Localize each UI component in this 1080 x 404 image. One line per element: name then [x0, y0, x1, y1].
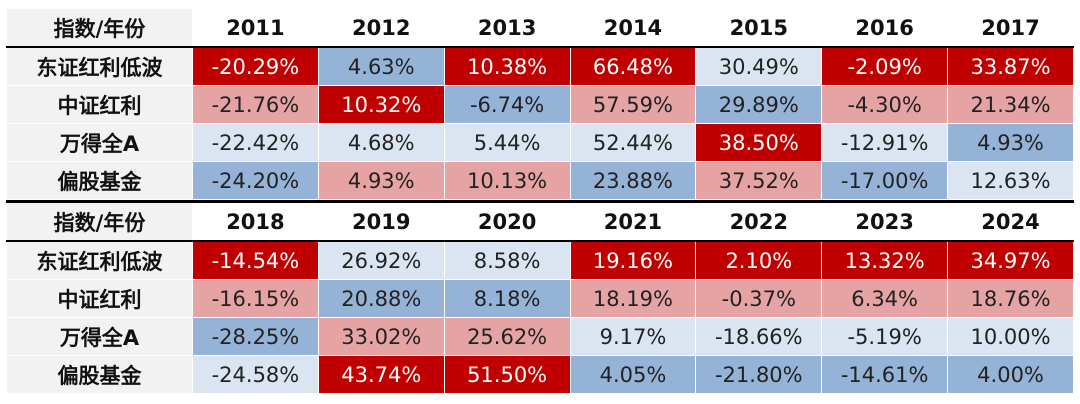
data-table: 指数/年份 2018 2019 2020 2021 2022 2023 2024 东证红利低波 -…: [6, 200, 1074, 394]
value-cell: 4.93%: [317, 161, 445, 200]
year-header: 2014: [569, 8, 697, 48]
value-cell: 4.93%: [947, 123, 1074, 162]
year-header: 2019: [317, 201, 445, 242]
value-cell: -12.91%: [821, 123, 949, 162]
data-row: 中证红利 -21.76% 10.32% -6.74% 57.59% 29.89% -4.30…: [6, 85, 1074, 124]
index-label: 万得全A: [6, 123, 193, 162]
value-cell: 33.87%: [947, 46, 1074, 86]
value-cell: 34.97%: [947, 240, 1074, 280]
index-label: 中证红利: [6, 85, 193, 124]
index-label: 中证红利: [6, 279, 193, 318]
data-row: 中证红利 -16.15% 20.88% 8.18% 18.19% -0.37% 6.34% 1…: [6, 279, 1074, 318]
year-header: 2012: [317, 8, 445, 48]
data-row: 万得全A -28.25% 33.02% 25.62% 9.17% -18.66% -5.19…: [6, 317, 1074, 356]
index-label: 偏股基金: [6, 161, 193, 200]
value-cell: 38.50%: [695, 123, 823, 162]
value-cell: 4.00%: [947, 355, 1074, 394]
value-cell: -14.61%: [821, 355, 949, 394]
value-cell: -14.54%: [192, 240, 319, 280]
value-cell: 6.34%: [821, 279, 949, 318]
header-row: 指数/年份 2018 2019 2020 2021 2022 2023 2024: [6, 201, 1074, 242]
value-cell: 4.63%: [317, 46, 445, 86]
value-cell: -18.66%: [695, 317, 823, 356]
value-cell: 12.63%: [947, 161, 1074, 200]
value-cell: 13.32%: [821, 240, 949, 280]
value-cell: 4.05%: [569, 355, 697, 394]
value-cell: -4.30%: [821, 85, 949, 124]
data-row: 万得全A -22.42% 4.68% 5.44% 52.44% 38.50% -12.91%…: [6, 123, 1074, 162]
data-table: 指数/年份 2011 2012 2013 2014 2015 2016 2017 东证红利低波 -…: [6, 8, 1074, 200]
value-cell: 23.88%: [569, 161, 697, 200]
year-header: 2022: [695, 201, 823, 242]
value-cell: 25.62%: [443, 317, 571, 356]
value-cell: 43.74%: [317, 355, 445, 394]
value-cell: 10.38%: [443, 46, 571, 86]
value-cell: 57.59%: [569, 85, 697, 124]
value-cell: 52.44%: [569, 123, 697, 162]
value-cell: 37.52%: [695, 161, 823, 200]
value-cell: -5.19%: [821, 317, 949, 356]
index-label: 偏股基金: [6, 355, 193, 394]
value-cell: 33.02%: [317, 317, 445, 356]
year-header: 2021: [569, 201, 697, 242]
value-cell: 10.13%: [443, 161, 571, 200]
corner-header: 指数/年份: [6, 8, 193, 48]
value-cell: 19.16%: [569, 240, 697, 280]
value-cell: -21.80%: [695, 355, 823, 394]
year-header: 2018: [192, 201, 319, 242]
index-label: 东证红利低波: [6, 240, 193, 280]
year-header: 2013: [443, 8, 571, 48]
value-cell: -28.25%: [192, 317, 319, 356]
value-cell: 51.50%: [443, 355, 571, 394]
data-row: 东证红利低波 -14.54% 26.92% 8.58% 19.16% 2.10% 13.32…: [6, 240, 1074, 280]
value-cell: -6.74%: [443, 85, 571, 124]
value-cell: 29.89%: [695, 85, 823, 124]
year-header: 2015: [695, 8, 823, 48]
value-cell: -24.20%: [192, 161, 319, 200]
value-cell: 18.76%: [947, 279, 1074, 318]
value-cell: 8.58%: [443, 240, 571, 280]
value-cell: 4.68%: [317, 123, 445, 162]
data-row: 东证红利低波 -20.29% 4.63% 10.38% 66.48% 30.49% -2.0…: [6, 46, 1074, 86]
value-cell: 30.49%: [695, 46, 823, 86]
value-cell: -20.29%: [192, 46, 319, 86]
value-cell: -21.76%: [192, 85, 319, 124]
value-cell: 5.44%: [443, 123, 571, 162]
value-cell: -24.58%: [192, 355, 319, 394]
index-label: 万得全A: [6, 317, 193, 356]
value-cell: 10.00%: [947, 317, 1074, 356]
index-label: 东证红利低波: [6, 46, 193, 86]
header-row: 指数/年份 2011 2012 2013 2014 2015 2016 2017: [6, 8, 1074, 48]
value-cell: 18.19%: [569, 279, 697, 318]
year-header: 2020: [443, 201, 571, 242]
year-header: 2023: [821, 201, 949, 242]
year-header: 2017: [947, 8, 1074, 48]
value-cell: 10.32%: [317, 85, 445, 124]
value-cell: 21.34%: [947, 85, 1074, 124]
value-cell: 8.18%: [443, 279, 571, 318]
year-header: 2024: [947, 201, 1074, 242]
value-cell: -22.42%: [192, 123, 319, 162]
corner-header: 指数/年份: [6, 201, 193, 242]
tables: 指数/年份 2011 2012 2013 2014 2015 2016 2017 东证红利低波 -…: [6, 8, 1074, 394]
value-cell: 26.92%: [317, 240, 445, 280]
value-cell: -2.09%: [821, 46, 949, 86]
value-cell: 2.10%: [695, 240, 823, 280]
value-cell: -16.15%: [192, 279, 319, 318]
value-cell: 9.17%: [569, 317, 697, 356]
data-row: 偏股基金 -24.58% 43.74% 51.50% 4.05% -21.80% -14.6…: [6, 355, 1074, 394]
value-cell: 66.48%: [569, 46, 697, 86]
data-row: 偏股基金 -24.20% 4.93% 10.13% 23.88% 37.52% -17.00…: [6, 161, 1074, 200]
year-header: 2011: [192, 8, 319, 48]
value-cell: -0.37%: [695, 279, 823, 318]
value-cell: 20.88%: [317, 279, 445, 318]
value-cell: -17.00%: [821, 161, 949, 200]
year-header: 2016: [821, 8, 949, 48]
